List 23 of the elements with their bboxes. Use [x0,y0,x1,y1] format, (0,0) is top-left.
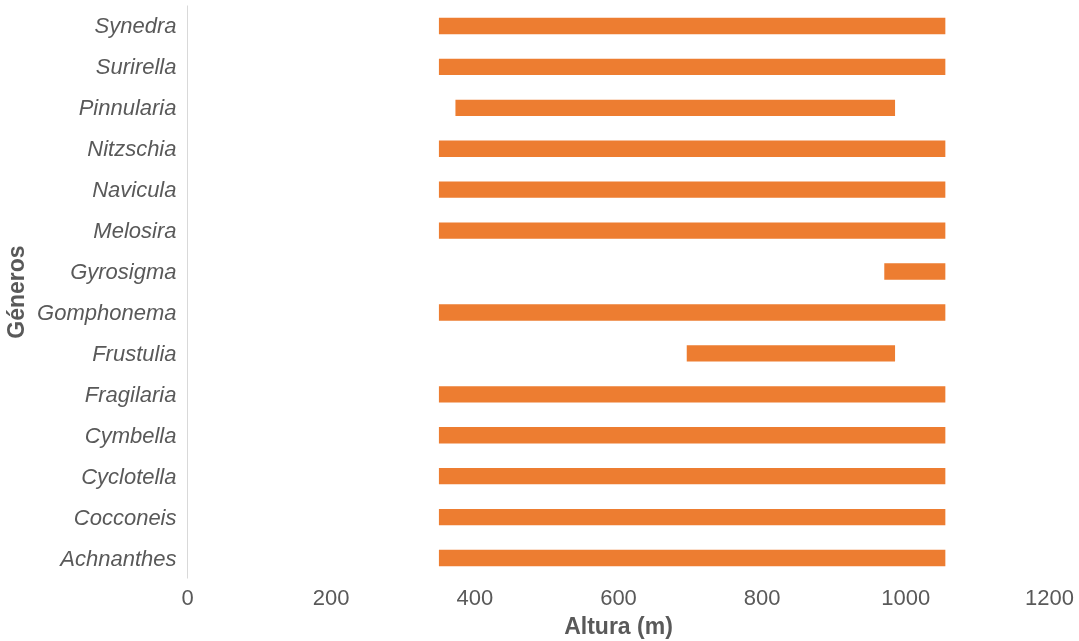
y-tick-label: Fragilaria [84,381,177,407]
y-tick-label: Gomphonema [37,299,177,325]
y-tick-label: Melosira [93,218,177,244]
y-tick-label: Cyclotella [81,463,177,489]
x-tick-label: 0 [181,584,194,610]
y-tick-label: Nitzschia [87,136,177,162]
y-tick-label: Cymbella [84,422,177,448]
x-tick-label: 400 [456,584,494,610]
x-tick-label: 600 [600,584,637,610]
x-axis-title: Altura (m) [564,612,673,639]
x-tick-label: 800 [743,584,781,610]
y-tick-label: Cocconeis [73,504,177,530]
y-tick-label: Pinnularia [78,95,177,121]
x-tick-label: 1200 [1025,584,1074,610]
y-tick-label: Synedra [94,13,177,39]
y-tick-label: Frustulia [92,340,177,366]
x-tick-label: 200 [312,584,350,610]
y-tick-label: Gyrosigma [70,259,177,285]
y-tick-label: Achnanthes [58,545,177,571]
y-tick-label: Surirella [95,54,177,80]
y-axis-title: Géneros [3,245,30,339]
x-tick-label: 1000 [881,584,931,610]
y-tick-label: Navicula [92,177,177,203]
